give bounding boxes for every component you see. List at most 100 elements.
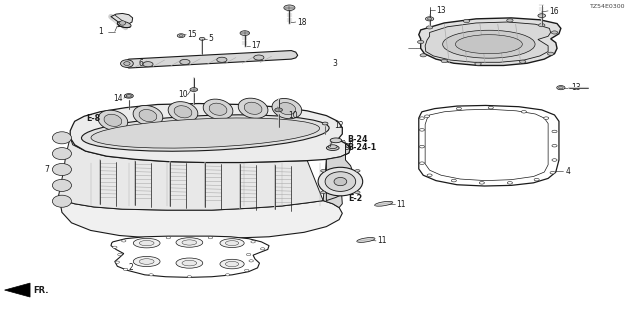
Ellipse shape	[220, 239, 244, 248]
Ellipse shape	[426, 26, 433, 29]
Ellipse shape	[225, 261, 239, 267]
Ellipse shape	[124, 94, 133, 98]
Ellipse shape	[104, 114, 122, 126]
Text: B-24: B-24	[347, 135, 367, 144]
Ellipse shape	[98, 110, 128, 131]
Ellipse shape	[559, 87, 563, 89]
Ellipse shape	[52, 132, 72, 144]
Ellipse shape	[507, 19, 513, 22]
Ellipse shape	[419, 162, 424, 164]
Text: 9: 9	[344, 143, 349, 152]
Ellipse shape	[322, 122, 328, 125]
Ellipse shape	[272, 99, 301, 119]
Ellipse shape	[225, 274, 230, 276]
Text: 10: 10	[288, 111, 298, 120]
Polygon shape	[419, 18, 561, 66]
Ellipse shape	[456, 35, 522, 54]
Polygon shape	[326, 143, 353, 201]
Ellipse shape	[225, 241, 239, 245]
Ellipse shape	[326, 145, 339, 150]
Ellipse shape	[538, 14, 545, 18]
Ellipse shape	[417, 40, 424, 44]
Text: 8: 8	[349, 140, 353, 148]
Text: 11: 11	[396, 200, 406, 209]
Ellipse shape	[321, 170, 326, 172]
Ellipse shape	[251, 241, 255, 243]
Ellipse shape	[133, 106, 163, 126]
Text: 16: 16	[549, 7, 559, 16]
Ellipse shape	[124, 268, 128, 270]
Ellipse shape	[119, 21, 125, 25]
Ellipse shape	[318, 167, 363, 196]
Ellipse shape	[133, 238, 160, 248]
Ellipse shape	[419, 145, 424, 148]
Ellipse shape	[419, 117, 424, 119]
Text: 18: 18	[297, 18, 307, 27]
Ellipse shape	[244, 269, 249, 271]
Ellipse shape	[428, 18, 432, 20]
Ellipse shape	[552, 130, 557, 133]
Ellipse shape	[217, 57, 227, 62]
Ellipse shape	[182, 260, 196, 266]
Polygon shape	[59, 195, 342, 239]
Ellipse shape	[220, 259, 244, 269]
Ellipse shape	[122, 240, 126, 242]
Ellipse shape	[522, 110, 527, 113]
Ellipse shape	[133, 256, 160, 267]
Ellipse shape	[321, 191, 326, 194]
Ellipse shape	[140, 241, 154, 246]
Ellipse shape	[441, 60, 447, 63]
Text: 13: 13	[436, 6, 445, 15]
Ellipse shape	[209, 103, 227, 115]
Ellipse shape	[81, 115, 329, 151]
Ellipse shape	[475, 62, 481, 66]
Ellipse shape	[179, 35, 183, 36]
Ellipse shape	[552, 144, 557, 147]
Ellipse shape	[275, 108, 282, 112]
Ellipse shape	[52, 148, 72, 160]
Text: 12: 12	[334, 121, 344, 130]
Ellipse shape	[180, 60, 190, 65]
Ellipse shape	[325, 172, 356, 191]
Ellipse shape	[124, 62, 130, 66]
Ellipse shape	[249, 260, 253, 262]
Ellipse shape	[488, 106, 493, 109]
Ellipse shape	[508, 181, 513, 184]
Ellipse shape	[330, 138, 342, 143]
Ellipse shape	[284, 5, 295, 11]
Polygon shape	[419, 105, 559, 186]
Text: TZ54E0300: TZ54E0300	[590, 4, 626, 9]
Ellipse shape	[190, 88, 198, 92]
Text: 1: 1	[99, 27, 103, 36]
Ellipse shape	[176, 238, 203, 247]
Ellipse shape	[203, 99, 233, 119]
Text: E-8: E-8	[86, 114, 100, 123]
Ellipse shape	[52, 195, 72, 207]
Ellipse shape	[355, 191, 360, 194]
Polygon shape	[59, 138, 323, 210]
Ellipse shape	[118, 21, 131, 28]
Polygon shape	[124, 51, 298, 68]
Ellipse shape	[552, 159, 557, 161]
Ellipse shape	[520, 60, 526, 63]
Ellipse shape	[557, 86, 565, 90]
Ellipse shape	[424, 115, 429, 117]
Ellipse shape	[143, 62, 153, 67]
Text: 4: 4	[565, 167, 570, 176]
Ellipse shape	[240, 31, 250, 36]
Ellipse shape	[539, 24, 545, 27]
Text: 5: 5	[209, 34, 213, 43]
Ellipse shape	[149, 274, 154, 276]
Text: 13: 13	[572, 83, 581, 92]
Ellipse shape	[451, 179, 456, 182]
Ellipse shape	[427, 174, 432, 177]
Ellipse shape	[91, 118, 319, 148]
Ellipse shape	[355, 170, 360, 172]
Text: 11: 11	[378, 236, 387, 245]
Text: 15: 15	[188, 30, 197, 39]
Polygon shape	[70, 104, 351, 163]
Text: FR.: FR.	[33, 285, 49, 295]
Ellipse shape	[547, 52, 554, 55]
Ellipse shape	[187, 276, 191, 278]
Text: 14: 14	[113, 94, 122, 103]
